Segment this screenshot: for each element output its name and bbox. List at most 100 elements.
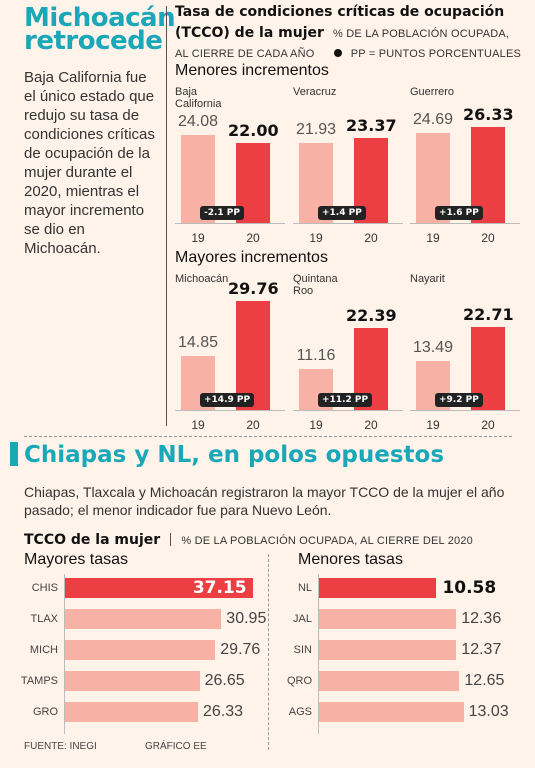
state-label: Guerrero bbox=[410, 86, 455, 98]
baseline bbox=[175, 410, 285, 411]
row-label: MICH bbox=[29, 644, 58, 656]
state-label: Quintana Roo bbox=[293, 273, 338, 297]
state-label: Nayarit bbox=[410, 273, 445, 285]
value-label: 37.15 bbox=[192, 578, 247, 598]
menores-tasas-title: Menores tasas bbox=[298, 551, 403, 568]
section2-chart-header: TCCO de la mujer % DE LA POBLACIÓN OCUPA… bbox=[24, 529, 473, 548]
section-divider bbox=[24, 436, 512, 437]
section2-chart-title: TCCO de la mujer bbox=[24, 532, 161, 548]
hbar bbox=[65, 578, 253, 598]
value-label-2019: 21.93 bbox=[295, 120, 337, 138]
baseline bbox=[410, 223, 520, 224]
year-label: 19 bbox=[426, 418, 440, 432]
chart-title-line2-row: (TCCO) de la mujer % DE LA POBLACIÓN OCU… bbox=[175, 22, 509, 41]
row-label: JAL bbox=[293, 613, 312, 625]
year-label: 20 bbox=[364, 418, 378, 432]
baseline bbox=[293, 410, 403, 411]
group-title-menores-incrementos: Menores incrementos bbox=[175, 62, 329, 79]
row-label: QRO bbox=[286, 675, 312, 687]
row-label: NL bbox=[297, 582, 312, 594]
value-label: 13.03 bbox=[468, 703, 509, 720]
baseline bbox=[410, 410, 520, 411]
column-divider bbox=[166, 6, 167, 426]
column-divider-dashed bbox=[268, 554, 269, 750]
value-label: 30.95 bbox=[226, 610, 267, 627]
value-label: 12.37 bbox=[461, 641, 502, 658]
year-label: 20 bbox=[364, 231, 378, 245]
chart-note-row: AL CIERRE DE CADA AÑO PP = PUNTOS PORCEN… bbox=[175, 42, 521, 61]
baseline bbox=[175, 223, 285, 224]
baseline bbox=[293, 223, 403, 224]
header-separator bbox=[170, 533, 172, 546]
row-label: AGS bbox=[288, 706, 312, 718]
year-label: 20 bbox=[246, 231, 260, 245]
change-badge: +9.2 PP bbox=[435, 393, 483, 407]
hbar bbox=[65, 609, 222, 629]
year-label: 20 bbox=[481, 231, 495, 245]
state-label: Michoacán bbox=[175, 273, 229, 285]
change-badge: +1.6 PP bbox=[435, 206, 483, 220]
hbar bbox=[65, 702, 198, 722]
row-label: GRO bbox=[32, 706, 58, 718]
value-label-2020: 22.39 bbox=[346, 306, 397, 326]
year-label: 20 bbox=[246, 418, 260, 432]
hbar bbox=[319, 671, 460, 691]
hbar bbox=[65, 671, 200, 691]
year-label: 19 bbox=[426, 231, 440, 245]
year-label: 19 bbox=[309, 418, 323, 432]
year-label: 20 bbox=[481, 418, 495, 432]
left-title-line2: retrocede bbox=[24, 26, 163, 56]
state-label: Baja California bbox=[175, 86, 222, 110]
mayores-tasas-title: Mayores tasas bbox=[24, 551, 129, 568]
left-title-line1: Michoacán bbox=[24, 3, 176, 33]
value-label: 12.65 bbox=[464, 672, 505, 689]
group-title-mayores-incrementos: Mayores incrementos bbox=[175, 249, 328, 266]
value-label-2020: 26.33 bbox=[463, 104, 514, 124]
change-badge: +11.2 PP bbox=[318, 393, 373, 407]
section2-body: Chiapas, Tlaxcala y Michoacán registraro… bbox=[24, 484, 505, 518]
section-accent-bar bbox=[10, 442, 18, 466]
chart-note-1: % DE LA POBLACIÓN OCUPADA, bbox=[333, 28, 510, 40]
value-label: 29.76 bbox=[220, 641, 261, 658]
hbar bbox=[319, 640, 457, 660]
axis-line-right bbox=[318, 574, 319, 734]
chart-title-line1: Tasa de condiciones críticas de ocupació… bbox=[175, 4, 505, 20]
value-label-2019: 13.49 bbox=[412, 338, 454, 356]
credit-note: GRÁFICO EE bbox=[145, 741, 207, 752]
value-label: 26.65 bbox=[204, 672, 245, 689]
section2-title: Chiapas y NL, en polos opuestos bbox=[24, 442, 445, 468]
chart-note-2: AL CIERRE DE CADA AÑO bbox=[175, 48, 315, 60]
state-label: Veracruz bbox=[293, 86, 337, 98]
change-badge: +1.4 PP bbox=[318, 206, 366, 220]
value-label-2020: 22.00 bbox=[228, 120, 279, 140]
hbar bbox=[65, 640, 216, 660]
row-label: CHIS bbox=[31, 582, 58, 594]
value-label: 26.33 bbox=[202, 703, 243, 720]
value-label-2020: 22.71 bbox=[463, 305, 514, 325]
hbar bbox=[319, 702, 464, 722]
row-label: TAMPS bbox=[20, 675, 58, 687]
value-label-2019: 24.69 bbox=[412, 110, 454, 128]
value-label-2019: 11.16 bbox=[296, 347, 336, 365]
hbar bbox=[319, 578, 437, 598]
chart-title-line2: (TCCO) de la mujer bbox=[175, 25, 324, 41]
change-badge: +14.9 PP bbox=[200, 393, 255, 407]
axis-line-left bbox=[64, 574, 65, 734]
chart-note-3: PP = PUNTOS PORCENTUALES bbox=[350, 48, 522, 60]
hbar bbox=[319, 609, 457, 629]
year-label: 19 bbox=[191, 231, 205, 245]
value-label-2020: 29.76 bbox=[228, 279, 279, 299]
source-note: FUENTE: INEGI bbox=[24, 741, 97, 752]
value-label-2019: 24.08 bbox=[177, 113, 219, 131]
value-label-2020: 23.37 bbox=[346, 115, 397, 135]
year-label: 19 bbox=[191, 418, 205, 432]
intro-text: Baja California fue el único estado que … bbox=[24, 69, 155, 257]
bar-2020 bbox=[236, 301, 270, 410]
row-label: SIN bbox=[293, 644, 312, 656]
value-label-2019: 14.85 bbox=[177, 333, 219, 351]
section2-chart-note: % DE LA POBLACIÓN OCUPADA, AL CIERRE DEL… bbox=[181, 535, 473, 547]
year-label: 19 bbox=[309, 231, 323, 245]
change-badge: -2.1 PP bbox=[200, 206, 245, 220]
value-label: 10.58 bbox=[442, 578, 497, 598]
value-label: 12.36 bbox=[461, 610, 502, 627]
